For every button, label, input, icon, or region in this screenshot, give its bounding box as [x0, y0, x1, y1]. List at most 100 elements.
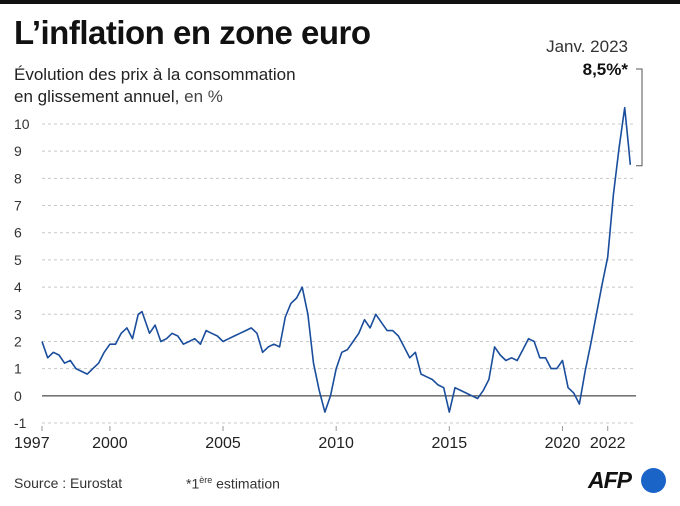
- series-point-62: [392, 329, 394, 331]
- series-point-25: [182, 343, 184, 345]
- series-point-57: [363, 319, 365, 321]
- gridlines: [42, 123, 636, 424]
- series-point-65: [409, 357, 411, 359]
- y-tick-label-2: 8: [14, 170, 22, 186]
- series-point-34: [233, 335, 235, 337]
- series-point-40: [267, 346, 269, 348]
- x-tick-label-4: 2015: [432, 435, 468, 452]
- chart-subtitle: Évolution des prix à la consommation en …: [14, 64, 374, 108]
- series-point-95: [578, 403, 580, 405]
- series-point-1: [46, 357, 48, 359]
- series-point-39: [261, 351, 263, 353]
- series-point-11: [103, 351, 105, 353]
- series-point-56: [358, 332, 360, 334]
- x-tick-label-0: 1997: [14, 435, 50, 452]
- y-tick-label-6: 4: [14, 279, 22, 295]
- y-tick-label-3: 7: [14, 198, 22, 214]
- series-point-3: [58, 354, 60, 356]
- series-point-92: [561, 359, 563, 361]
- series-point-104: [627, 145, 629, 147]
- series-point-24: [177, 335, 179, 337]
- series-point-17: [137, 313, 139, 315]
- y-tick-label-8: 2: [14, 333, 22, 349]
- series-point-12: [109, 343, 111, 345]
- series-point-93: [567, 386, 569, 388]
- series-point-41: [273, 343, 275, 345]
- series-point-37: [250, 327, 252, 329]
- series-point-47: [307, 313, 309, 315]
- series-point-71: [442, 386, 444, 388]
- x-tick-label-2: 2005: [205, 435, 241, 452]
- top-rule: [0, 0, 680, 4]
- series-point-0: [41, 340, 43, 342]
- series-point-19: [148, 332, 150, 334]
- series-point-97: [590, 343, 592, 345]
- series-point-96: [584, 370, 586, 372]
- x-axis-ticks: 1997 2000 2005 2010 2015 2020 2022: [14, 426, 626, 452]
- series-point-31: [216, 335, 218, 337]
- series-point-69: [431, 378, 433, 380]
- footnote: *1ère estimation: [186, 475, 280, 492]
- series-point-100: [607, 256, 609, 258]
- series-point-75: [465, 392, 467, 394]
- annotation-latest: Janv. 2023 8,5%*: [546, 37, 643, 167]
- series-point-28: [199, 343, 201, 345]
- series-point-23: [171, 332, 173, 334]
- series-point-29: [205, 329, 207, 331]
- series-point-105: [629, 164, 631, 166]
- y-tick-label-10: 0: [14, 388, 22, 404]
- series-point-21: [160, 340, 162, 342]
- series-point-73: [454, 386, 456, 388]
- series-point-30: [211, 332, 213, 334]
- series-point-42: [278, 346, 280, 348]
- series-point-2: [52, 351, 54, 353]
- series-point-33: [227, 338, 229, 340]
- series-point-101: [612, 193, 614, 195]
- y-tick-label-1: 9: [14, 143, 22, 159]
- series-point-13: [114, 343, 116, 345]
- series-point-84: [516, 359, 518, 361]
- footnote-text: estimation: [212, 475, 280, 492]
- y-tick-label-7: 3: [14, 306, 22, 322]
- series-point-18: [141, 310, 143, 312]
- series-point-5: [69, 359, 71, 361]
- series-point-98: [595, 313, 597, 315]
- series-point-103: [623, 106, 625, 108]
- series-point-8: [86, 373, 88, 375]
- series-point-35: [239, 332, 241, 334]
- series-point-99: [601, 283, 603, 285]
- x-tick-label-1: 2000: [92, 435, 128, 452]
- series-point-63: [397, 335, 399, 337]
- series-point-78: [482, 389, 484, 391]
- series-point-70: [437, 384, 439, 386]
- series-point-52: [335, 367, 337, 369]
- series-point-82: [505, 359, 507, 361]
- series-point-46: [301, 286, 303, 288]
- series-point-80: [493, 346, 495, 348]
- series-point-64: [403, 346, 405, 348]
- footnote-superscript: ère: [199, 475, 213, 485]
- afp-logo: AFP: [588, 466, 668, 496]
- series-point-49: [318, 389, 320, 391]
- source-note: Source : Eurostat: [14, 475, 123, 491]
- series-point-81: [499, 354, 501, 356]
- series-point-72: [448, 411, 450, 413]
- series-point-90: [550, 367, 552, 369]
- series-point-20: [154, 324, 156, 326]
- series-point-77: [476, 397, 478, 399]
- series-point-67: [420, 373, 422, 375]
- series-point-102: [618, 147, 620, 149]
- series-point-59: [375, 313, 377, 315]
- series-point-43: [284, 316, 286, 318]
- afp-logo-dot: [641, 468, 666, 493]
- series-point-94: [573, 392, 575, 394]
- series-point-16: [131, 338, 133, 340]
- series-point-9: [92, 367, 94, 369]
- series-point-74: [459, 389, 461, 391]
- series-point-38: [256, 332, 258, 334]
- series-point-36: [244, 329, 246, 331]
- x-tick-label-3: 2010: [318, 435, 354, 452]
- series-point-58: [369, 327, 371, 329]
